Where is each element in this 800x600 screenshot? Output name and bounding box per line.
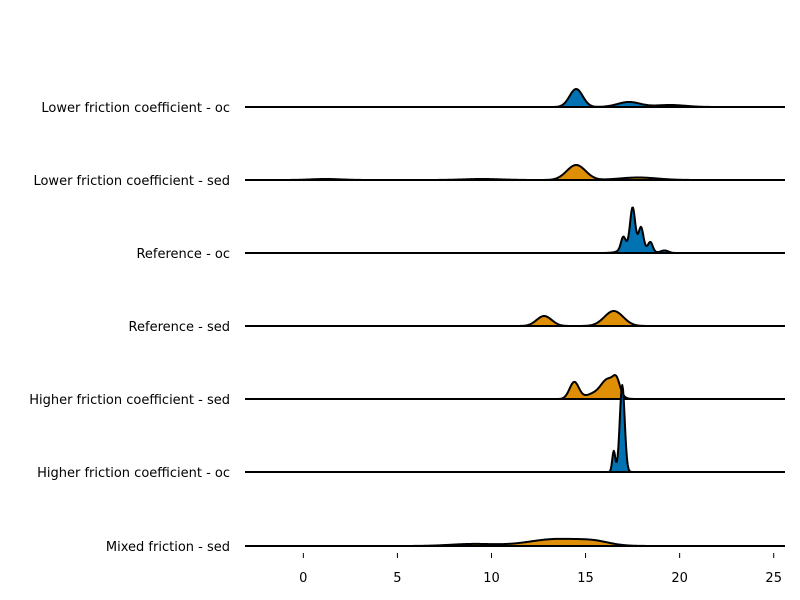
row-label-mixed-friction-sed: Mixed friction - sed — [106, 540, 230, 555]
x-tick-label-10: 10 — [483, 571, 500, 586]
ridge-higher-friction-coefficient-oc — [244, 384, 786, 473]
x-tick-label-20: 20 — [671, 571, 688, 586]
row-labels: Lower friction coefficient - oc Lower fri… — [29, 101, 230, 555]
x-axis: 0 5 10 15 20 25 — [299, 553, 782, 586]
row-label-reference-oc: Reference - oc — [136, 247, 230, 262]
ridge-fill-mixed-friction-sed — [245, 538, 785, 546]
ridge-higher-friction-coefficient-sed — [244, 374, 786, 400]
row-label-lower-friction-coefficient-oc: Lower friction coefficient - oc — [41, 101, 230, 116]
ridge-outline-reference-sed — [244, 310, 786, 327]
ridge-outline-reference-oc — [244, 206, 786, 254]
row-label-reference-sed: Reference - sed — [129, 320, 230, 335]
ridge-mixed-friction-sed — [244, 537, 786, 547]
ridge-outline-lower-friction-coefficient-oc — [244, 88, 786, 108]
x-tick-label-15: 15 — [577, 571, 594, 586]
ridge-fill-reference-sed — [245, 311, 785, 326]
ridge-outline-lower-friction-coefficient-sed — [244, 163, 786, 181]
ridge-lower-friction-coefficient-sed — [244, 163, 786, 181]
row-label-higher-friction-coefficient-oc: Higher friction coefficient - oc — [37, 466, 230, 481]
x-tick-label-25: 25 — [765, 571, 782, 586]
ridge-reference-sed — [244, 310, 786, 327]
x-tick-label-0: 0 — [299, 571, 307, 586]
ridge-fill-reference-oc — [245, 207, 785, 253]
row-label-higher-friction-coefficient-sed: Higher friction coefficient - sed — [29, 393, 230, 408]
ridge-lower-friction-coefficient-oc — [244, 88, 786, 108]
ridge-fill-higher-friction-coefficient-sed — [245, 375, 785, 399]
row-label-lower-friction-coefficient-sed: Lower friction coefficient - sed — [33, 174, 230, 189]
ridge-fill-lower-friction-coefficient-oc — [245, 89, 785, 107]
ridges — [244, 88, 786, 547]
ridge-fill-lower-friction-coefficient-sed — [245, 164, 785, 180]
ridge-outline-higher-friction-coefficient-sed — [244, 374, 786, 400]
ridge-reference-oc — [244, 206, 786, 254]
x-tick-label-5: 5 — [393, 571, 401, 586]
